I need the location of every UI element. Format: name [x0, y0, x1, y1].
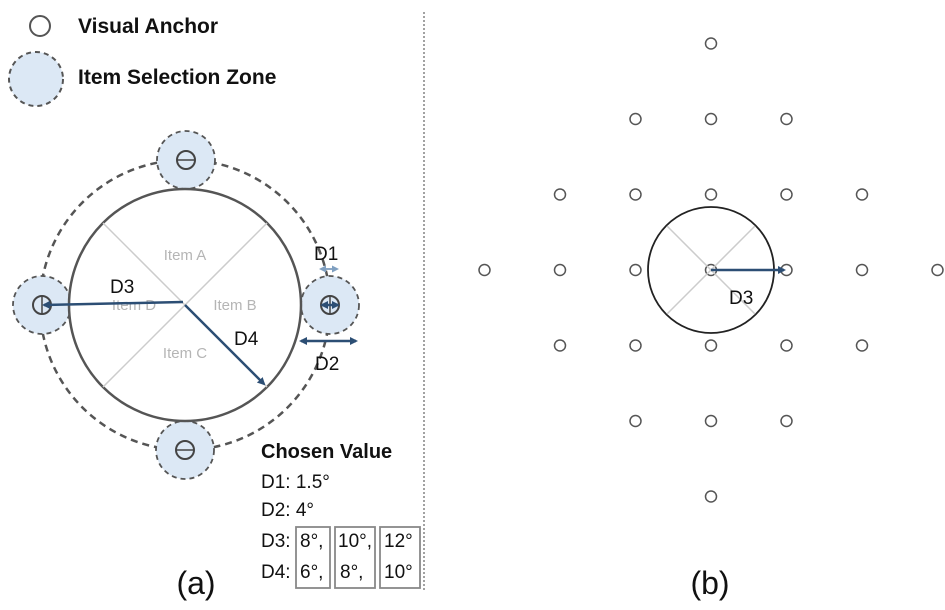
d3-value-2: 10°,: [338, 531, 372, 552]
d3-label: D3: [110, 277, 134, 298]
chosen-values: Chosen Value D1: 1.5° D2: 4° D3: 8°, 10°…: [261, 441, 421, 589]
item-b-label: Item B: [213, 297, 256, 314]
panel-b: D3 (b): [478, 37, 944, 601]
grid-anchor: [704, 188, 718, 201]
value-box-1: [295, 526, 331, 589]
grid-anchor: [629, 263, 642, 277]
visual-anchor-top: [176, 150, 196, 170]
grid-anchor: [855, 263, 869, 277]
grid-anchor: [780, 112, 793, 126]
grid-anchor: [704, 414, 718, 428]
d3-value-prefix: D3:: [261, 531, 291, 552]
d1-value-line: D1: 1.5°: [261, 472, 330, 493]
selection-zone-legend-icon: [8, 51, 64, 107]
panel-b-caption: (b): [690, 565, 729, 601]
value-box-2: [334, 526, 376, 589]
d4-arrow: [184, 304, 266, 386]
legend: Visual Anchor Item Selection Zone: [8, 15, 276, 107]
item-a-label: Item A: [164, 247, 207, 264]
panel-a: Item A Item B Item C Item D D3 D4 D1 D2 …: [12, 130, 360, 601]
visual-anchor-legend-icon: [29, 15, 51, 37]
grid-anchor: [780, 188, 793, 201]
grid-anchor: [704, 339, 718, 352]
d3-value-1: 8°,: [300, 531, 323, 552]
visual-anchor-legend-label: Visual Anchor: [78, 15, 218, 38]
d4-label: D4: [234, 329, 259, 350]
d4-value-1: 6°,: [300, 562, 323, 583]
grid-anchor: [704, 112, 718, 126]
grid-anchor: [855, 339, 869, 352]
panel-a-caption: (a): [176, 565, 215, 601]
d1-label: D1: [314, 244, 338, 265]
grid-anchor: [780, 339, 793, 352]
d4-value-prefix: D4:: [261, 562, 291, 583]
grid-anchor: [478, 263, 491, 277]
grid-anchor: [629, 339, 642, 352]
item-d-label: Item D: [112, 297, 156, 314]
grid-anchor: [553, 263, 567, 277]
d4-value-2: 8°,: [340, 562, 363, 583]
grid-anchor: [931, 263, 944, 277]
d3-arrow: [42, 300, 184, 309]
grid-anchor: [629, 414, 642, 428]
item-c-label: Item C: [163, 345, 207, 362]
grid-anchor: [553, 188, 567, 201]
d3-label-b: D3: [729, 288, 753, 309]
grid-anchor: [629, 112, 642, 126]
d4-value-3: 10°: [384, 562, 413, 583]
grid-anchor: [629, 188, 642, 201]
chosen-values-title: Chosen Value: [261, 441, 392, 463]
grid-anchor: [855, 188, 869, 201]
grid-anchor: [553, 339, 567, 352]
grid-anchor: [704, 37, 718, 50]
anchor-grid: [478, 37, 944, 503]
d3-value-3: 12°: [384, 531, 413, 552]
grid-anchor: [780, 414, 793, 428]
value-box-3: [379, 526, 421, 589]
d2-value-line: D2: 4°: [261, 500, 314, 521]
d2-label: D2: [315, 354, 339, 375]
visual-anchor-bottom: [175, 440, 195, 460]
selection-zone-legend-label: Item Selection Zone: [78, 66, 276, 89]
grid-anchor: [704, 490, 718, 503]
